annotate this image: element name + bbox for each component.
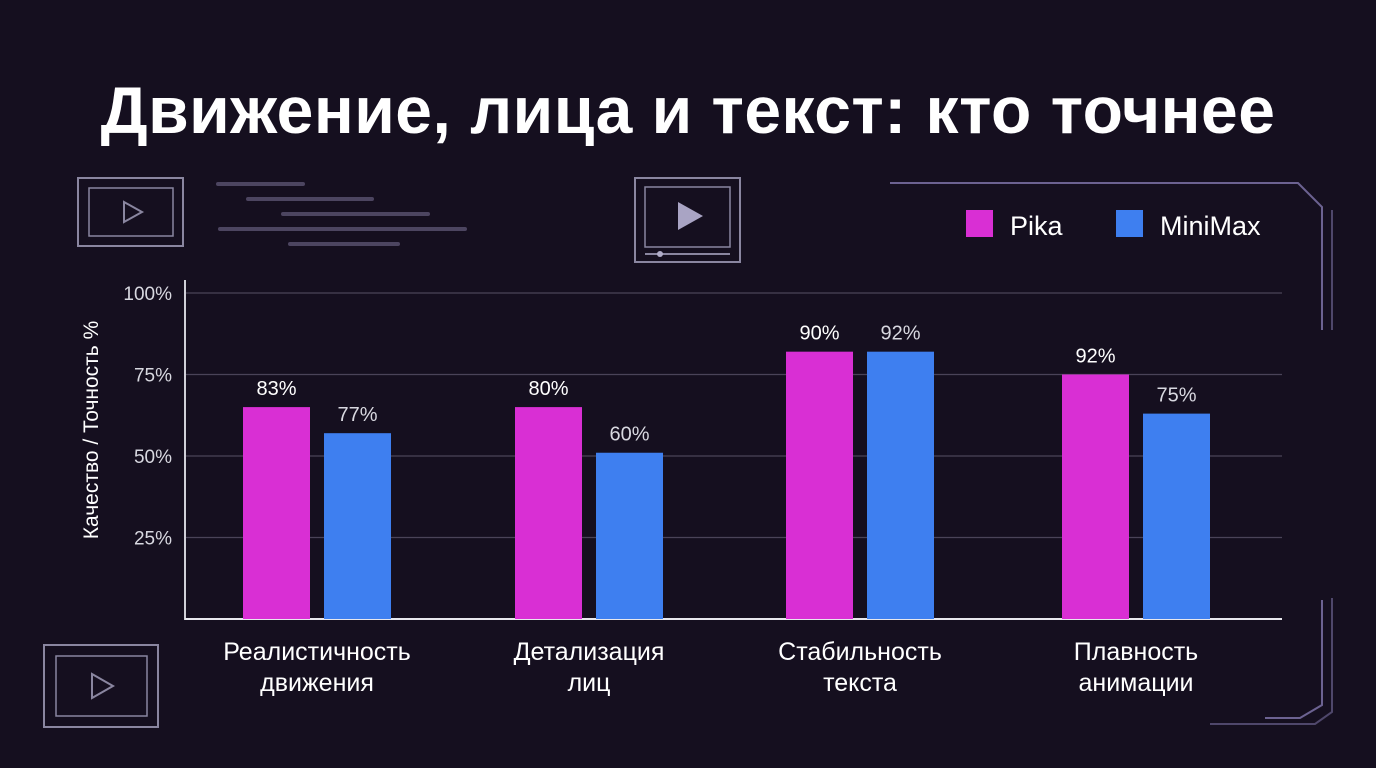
- x-tick-label: Детализация: [514, 638, 665, 666]
- y-tick-label: 25%: [134, 529, 172, 550]
- data-label: 80%: [528, 378, 568, 400]
- legend-swatch-minimax: [1116, 210, 1143, 237]
- data-label: 83%: [256, 378, 296, 400]
- legend-swatch-pika: [966, 210, 993, 237]
- data-label: 77%: [337, 404, 377, 426]
- bar-pika-0: [243, 407, 310, 619]
- video-player-icon: [634, 177, 741, 263]
- play-icon: [77, 177, 184, 247]
- y-tick-label: 50%: [134, 447, 172, 468]
- y-tick-label: 100%: [123, 284, 172, 305]
- bar-pika-2: [786, 351, 853, 619]
- bar-pika-1: [515, 407, 582, 619]
- legend-label-minimax: MiniMax: [1160, 211, 1261, 241]
- play-icon: [43, 644, 159, 728]
- data-label: 90%: [799, 323, 839, 345]
- x-tick-label: движения: [260, 669, 374, 697]
- data-label: 75%: [1156, 385, 1196, 407]
- x-tick-label: лиц: [568, 669, 611, 697]
- chart-frame: [890, 182, 1333, 725]
- x-tick-label: анимации: [1078, 669, 1193, 697]
- x-tick-label: Плавность: [1074, 638, 1198, 666]
- x-tick-label: Реалистичность: [223, 638, 411, 666]
- y-axis-label: Качество / Точность %: [80, 321, 103, 539]
- speed-lines: [216, 182, 467, 246]
- y-tick-label: 75%: [134, 366, 172, 387]
- legend-label-pika: Pika: [1010, 211, 1064, 241]
- legend: Pika MiniMax: [966, 210, 1261, 241]
- data-label: 60%: [609, 424, 649, 446]
- bar-minimax-1: [596, 452, 663, 619]
- data-label: 92%: [1075, 346, 1115, 368]
- x-tick-label: Стабильность: [778, 638, 942, 666]
- x-tick-label: текста: [823, 669, 897, 697]
- data-label: 92%: [880, 323, 920, 345]
- bar-minimax-2: [867, 351, 934, 619]
- bar-pika-3: [1062, 374, 1129, 619]
- bar-minimax-0: [324, 433, 391, 619]
- page-title: Движение, лица и текст: кто точнее: [100, 73, 1276, 147]
- bar-minimax-3: [1143, 413, 1210, 619]
